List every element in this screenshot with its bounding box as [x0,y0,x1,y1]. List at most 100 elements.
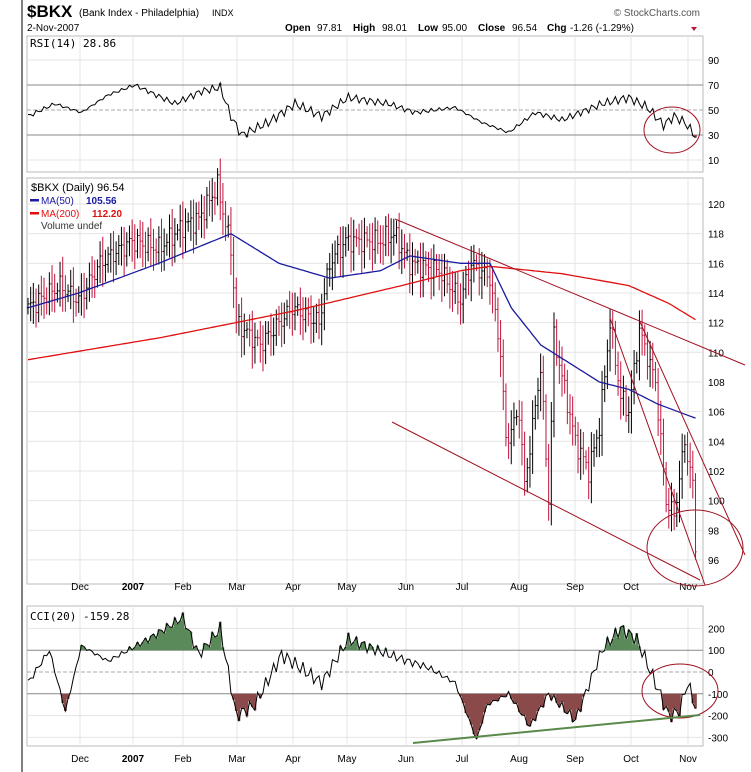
ma200-line [27,265,696,361]
price-bar [571,396,574,446]
price-bar [80,273,83,316]
legend-ma50-value: 105.56 [86,196,117,207]
price-tick-label: 98 [708,526,720,537]
price-bar [61,256,64,312]
rsi-circle [643,106,701,154]
price-bar [96,259,99,288]
price-bar [640,309,644,356]
price-bar [325,263,329,301]
price-bar [32,282,35,324]
price-bar [304,297,307,333]
price-bar [643,324,646,356]
x-tick-label: Jul [456,754,469,765]
price-bar [128,225,131,257]
price-bar [403,233,406,269]
price-bar [691,450,695,499]
price-bar [50,265,54,312]
price-bar [451,270,454,312]
price-bar [576,422,580,474]
price-bar [165,233,169,256]
price-bar [688,442,692,489]
open-label: Open [285,23,311,34]
price-bar [275,309,278,346]
price-bar [397,212,401,270]
price-bar [550,402,553,526]
price-bar [29,286,32,322]
x-tick-label: 2007 [122,754,145,765]
copyright: © StockCharts.com [614,8,700,19]
price-bar [267,321,270,345]
price-bar [243,313,246,356]
price-bar [574,416,577,446]
index-name: (Bank Index - Philadelphia) [79,8,199,19]
price-bar [379,225,382,264]
price-bar [106,246,110,273]
price-bar [395,220,398,244]
price-bar [352,219,355,271]
price-bar [66,284,70,303]
cci-panel [26,605,704,747]
close-value: 96.54 [512,23,537,34]
price-bar [264,320,267,365]
price-bar [384,216,387,257]
price-bar [88,262,91,302]
price-legend: $BKX (Daily) 96.54 MA(50) 105.56 MA(200)… [30,182,125,232]
price-bar [579,429,582,480]
price-bar [445,259,449,294]
price-bar [69,269,72,310]
price-bar [237,304,241,336]
x-tick-label: Oct [623,582,639,593]
price-bar [227,215,230,238]
price-bar [518,400,521,439]
price-bar [368,223,371,261]
price-bar [144,231,147,268]
price-bar [357,223,361,256]
price-bar [125,232,128,267]
price-bar [315,303,318,333]
down-arrow-icon [691,27,697,31]
price-bar [64,275,67,312]
close-label: Close [478,23,506,34]
price-bar [77,286,80,313]
price-bar [328,253,331,287]
price-bar [341,226,345,278]
price-bar [213,181,217,215]
price-bar [181,201,185,259]
cci-tick-label: 100 [708,646,725,657]
price-bar [515,409,518,426]
x-tick-label: May [338,582,357,593]
chg-label: Chg [547,23,566,34]
price-bar [176,223,179,241]
legend-ma200-value: 112.20 [92,209,122,220]
cci-circle [641,663,719,719]
price-bar [229,207,233,275]
cci-tick-label: -300 [708,733,728,744]
price-bar [336,235,339,264]
rsi-title: RSI(14) 28.86 [30,37,116,50]
price-bar [98,241,102,284]
price-bar [659,400,662,455]
price-bar [467,260,470,296]
price-bar [491,266,494,314]
price-bar [680,433,684,499]
price-bar [558,340,561,385]
price-bar [459,283,462,325]
x-tick-label: 2007 [122,582,145,593]
price-bar [504,383,508,447]
price-bar [512,402,516,447]
price-bar [82,272,86,319]
x-tick-label: Feb [174,582,192,593]
lower-trendline [391,421,701,581]
price-tick-label: 114 [708,289,724,300]
price-tick-label: 108 [708,378,725,389]
price-tick-label: 120 [708,200,725,211]
price-bar [280,302,283,348]
price-bar [429,248,433,300]
price-bar [672,489,676,531]
price-bar [58,261,62,307]
price-tick-label: 118 [708,230,724,241]
price-bar [104,249,107,282]
price-bar [392,218,395,256]
price-bar [523,431,526,496]
